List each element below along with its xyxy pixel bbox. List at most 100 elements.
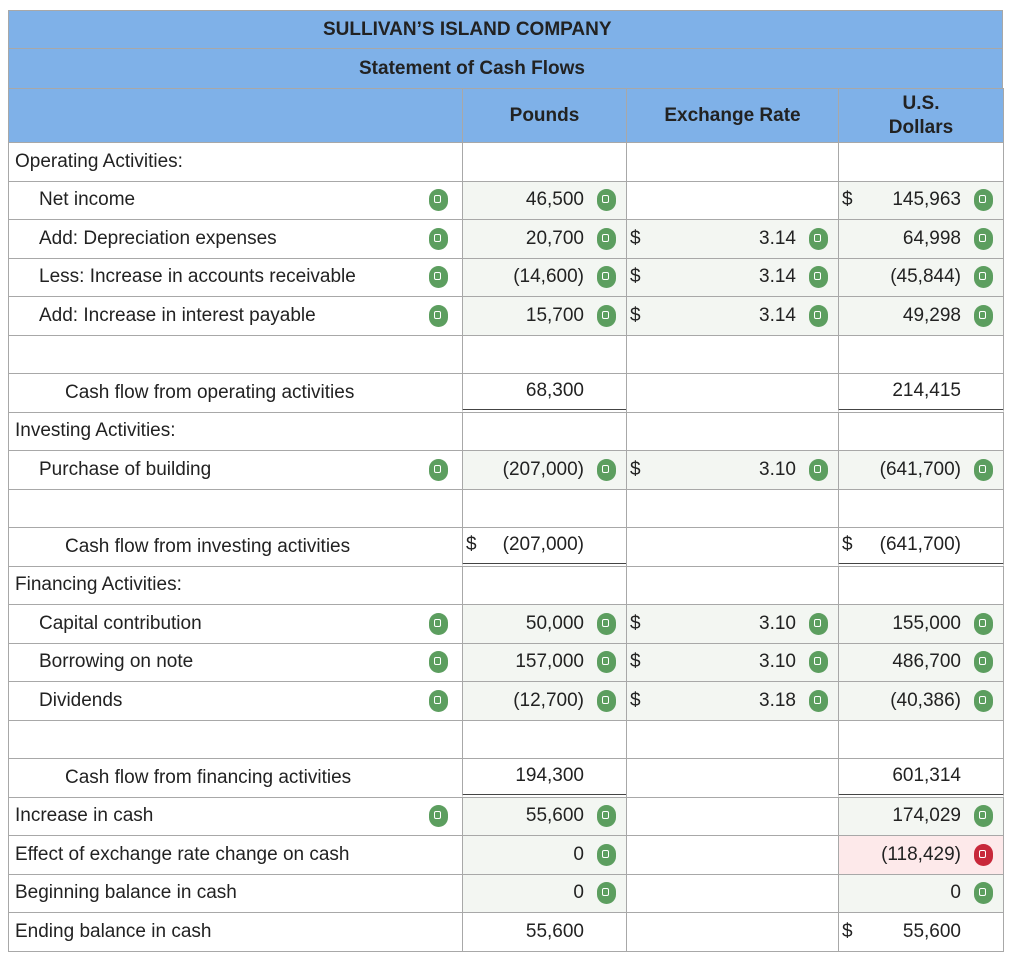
correct-icon [597,189,616,212]
table-cell [626,835,839,875]
correct-icon [597,266,616,289]
correct-icon [429,651,448,674]
currency-sign: $ [630,304,641,326]
table-cell: $ (207,000) [462,527,627,567]
row-label: Ending balance in cash [15,920,212,942]
correct-icon [597,304,616,327]
row-label: Increase in cash [15,805,154,827]
usd-value: 601,314 [892,765,961,787]
usd-value: 145,963 [892,189,961,211]
table-cell: Dividends [8,681,463,721]
table-cell [838,334,1004,374]
table-cell [626,796,839,836]
table-cell: 49,298 [838,296,1004,336]
row-label: Investing Activities: [15,420,176,442]
pounds-value: (14,600) [513,266,584,288]
table-cell [626,180,839,220]
correct-icon [974,882,993,905]
pounds-value: 0 [573,843,584,865]
correct-icon [429,689,448,712]
table-cell: 0 [462,873,627,913]
row-label: Purchase of building [39,458,212,480]
table-cell: $3.14 [626,296,839,336]
table-cell [462,488,627,528]
correct-icon [809,227,828,250]
currency-sign: $ [842,920,853,942]
correct-icon [429,266,448,289]
table-cell [626,565,839,605]
table-cell: (118,429) [838,835,1004,875]
usd-value: (641,700) [879,534,961,556]
pounds-value: 55,600 [525,920,584,942]
table-cell [626,912,839,952]
correct-icon [809,689,828,712]
row-label: Cash flow from operating activities [65,381,355,403]
pounds-value: 46,500 [525,189,584,211]
table-cell: 194,300 [462,758,627,798]
table-cell: Capital contribution [8,604,463,644]
row-label: Dividends [39,689,123,711]
table-cell: $ (641,700) [838,527,1004,567]
table-cell: (45,844) [838,257,1004,297]
currency-sign: $ [630,266,641,288]
table-cell [8,719,463,759]
usd-value: (45,844) [890,266,961,288]
usd-value: 174,029 [892,805,961,827]
table-cell [626,334,839,374]
statement-title: Statement of Cash Flows [8,48,1003,89]
correct-icon [429,227,448,250]
correct-icon [809,612,828,635]
currency-sign: $ [842,534,853,556]
correct-icon [974,651,993,674]
table-cell [626,411,839,451]
header-blank [8,88,463,143]
table-cell: 486,700 [838,642,1004,682]
table-cell [462,719,627,759]
table-cell [626,142,839,182]
table-cell: 0 [838,873,1004,913]
table-cell: 55,600 [462,796,627,836]
row-label: Less: Increase in accounts receivable [39,266,356,288]
pounds-value: (207,000) [502,458,584,480]
table-cell: Net income [8,180,463,220]
pounds-value: 20,700 [525,227,584,249]
table-cell: 155,000 [838,604,1004,644]
table-cell: $3.10 [626,642,839,682]
incorrect-icon [974,843,993,866]
company-title: SULLIVAN’S ISLAND COMPANY [8,10,1003,49]
table-cell [626,758,839,798]
table-cell [626,373,839,413]
column-header: U.S. Dollars [838,88,1004,143]
usd-value: (641,700) [879,458,961,480]
currency-sign: $ [630,612,641,634]
table-cell [8,334,463,374]
table-cell: Investing Activities: [8,411,463,451]
table-cell: 64,998 [838,219,1004,259]
rate-value: 3.14 [759,304,796,326]
rate-value: 3.18 [759,689,796,711]
rate-value: 3.10 [759,651,796,673]
correct-icon [429,805,448,828]
correct-icon [974,805,993,828]
table-cell: $145,963 [838,180,1004,220]
table-cell: (40,386) [838,681,1004,721]
table-cell: Borrowing on note [8,642,463,682]
usd-value: 214,415 [892,380,961,402]
correct-icon [597,612,616,635]
table-cell: $3.18 [626,681,839,721]
pounds-value: 50,000 [525,612,584,634]
currency-sign: $ [630,689,641,711]
correct-icon [974,612,993,635]
table-cell: Beginning balance in cash [8,873,463,913]
rate-value: 3.10 [759,612,796,634]
pounds-value: 0 [573,882,584,904]
table-cell [626,719,839,759]
table-cell: 174,029 [838,796,1004,836]
table-cell: 0 [462,835,627,875]
table-cell [462,142,627,182]
correct-icon [974,304,993,327]
pounds-value: 55,600 [525,805,584,827]
usd-value: (40,386) [890,689,961,711]
correct-icon [974,458,993,481]
table-cell [8,488,463,528]
